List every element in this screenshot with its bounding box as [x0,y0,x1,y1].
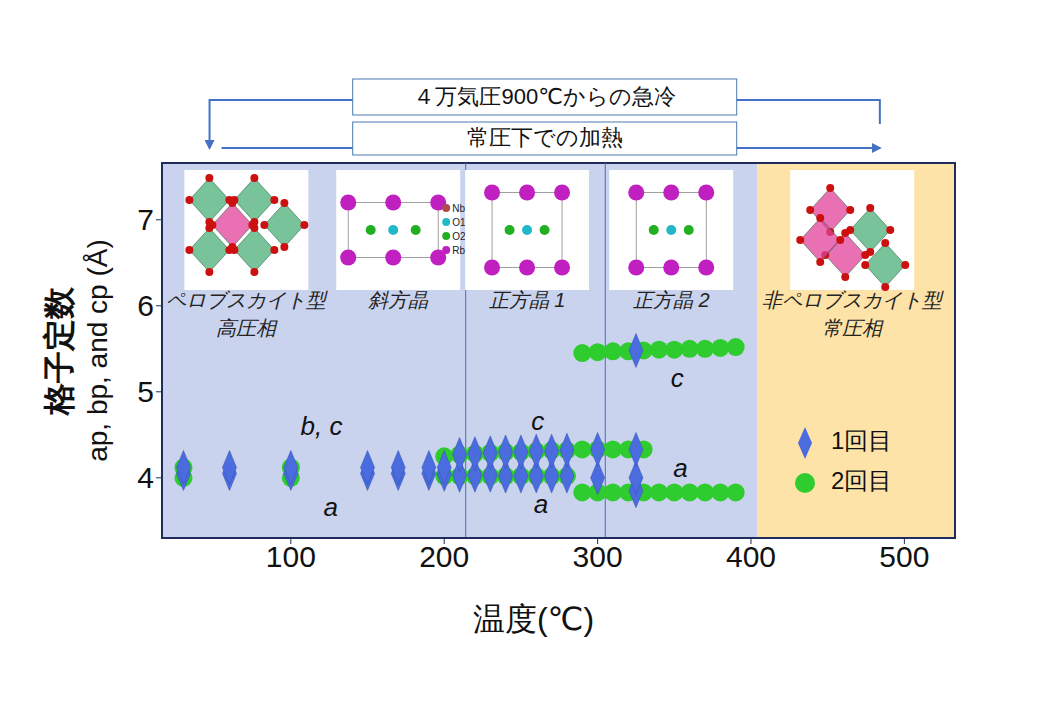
svg-text:a: a [673,453,687,483]
svg-text:常圧下での加熱: 常圧下での加熱 [467,125,623,150]
svg-text:5: 5 [137,375,154,408]
svg-text:a: a [534,489,548,519]
svg-text:常圧相: 常圧相 [822,317,884,339]
svg-text:100: 100 [266,540,316,573]
svg-text:温度(℃): 温度(℃) [473,601,594,637]
svg-text:４万気圧900℃からの急冷: ４万気圧900℃からの急冷 [413,84,675,109]
svg-text:Nb: Nb [452,203,465,214]
svg-text:斜方晶: 斜方晶 [368,289,429,311]
svg-text:4: 4 [137,461,154,494]
svg-text:c: c [531,406,544,436]
svg-text:1回目: 1回目 [831,427,892,454]
svg-text:Rb: Rb [452,245,465,256]
svg-text:6: 6 [137,289,154,322]
svg-text:2回目: 2回目 [831,467,892,494]
svg-text:O1: O1 [452,217,466,228]
svg-text:正方晶 1: 正方晶 1 [489,289,566,311]
svg-text:正方晶 2: 正方晶 2 [633,289,710,311]
svg-text:500: 500 [879,540,929,573]
svg-text:ペロブスカイト型: ペロブスカイト型 [166,289,328,311]
svg-text:非ペロブスカイト型: 非ペロブスカイト型 [762,289,944,311]
svg-text:c: c [671,363,684,393]
svg-text:300: 300 [573,540,623,573]
svg-text:格子定数: 格子定数 [41,286,77,416]
svg-text:7: 7 [137,203,154,236]
svg-text:O2: O2 [452,231,466,242]
svg-text:高圧相: 高圧相 [216,317,278,339]
svg-text:a: a [323,492,337,522]
svg-text:400: 400 [726,540,776,573]
svg-text:b, c: b, c [301,411,343,441]
svg-text:ap, bp, and cp (Å): ap, bp, and cp (Å) [82,239,113,462]
svg-text:200: 200 [419,540,469,573]
